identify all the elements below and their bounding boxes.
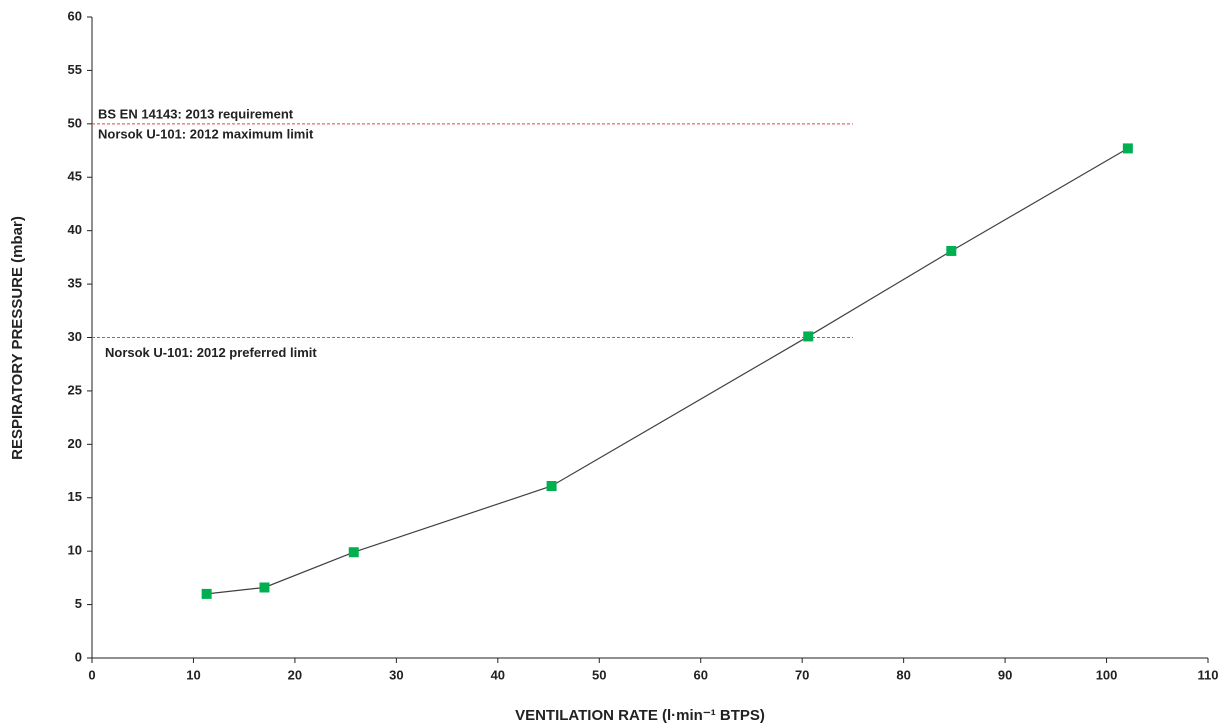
y-tick-label: 50 bbox=[68, 115, 82, 130]
y-tick-label: 0 bbox=[75, 649, 82, 664]
reference-label: BS EN 14143: 2013 requirement bbox=[98, 106, 294, 121]
y-tick-label: 45 bbox=[68, 169, 82, 184]
x-tick-label: 40 bbox=[491, 667, 505, 682]
y-tick-label: 5 bbox=[75, 596, 82, 611]
y-tick-label: 55 bbox=[68, 62, 82, 77]
y-tick-label: 15 bbox=[68, 489, 82, 504]
x-tick-label: 10 bbox=[186, 667, 200, 682]
y-tick-label: 25 bbox=[68, 382, 82, 397]
x-tick-label: 90 bbox=[998, 667, 1012, 682]
x-tick-label: 60 bbox=[693, 667, 707, 682]
data-point bbox=[546, 480, 557, 491]
x-tick-label: 100 bbox=[1096, 667, 1118, 682]
x-tick-label: 110 bbox=[1198, 667, 1219, 682]
x-tick-label: 80 bbox=[896, 667, 910, 682]
data-point bbox=[259, 582, 270, 593]
data-point bbox=[201, 588, 212, 599]
y-tick-label: 30 bbox=[68, 329, 82, 344]
y-tick-label: 20 bbox=[68, 436, 82, 451]
y-tick-label: 35 bbox=[68, 276, 82, 291]
x-tick-label: 70 bbox=[795, 667, 809, 682]
x-tick-label: 30 bbox=[389, 667, 403, 682]
x-tick-label: 50 bbox=[592, 667, 606, 682]
data-point bbox=[946, 245, 957, 256]
x-axis-title: VENTILATION RATE (l·min⁻¹ BTPS) bbox=[515, 707, 765, 724]
y-tick-label: 10 bbox=[68, 543, 82, 558]
reference-label: Norsok U-101: 2012 maximum limit bbox=[98, 126, 314, 141]
reference-label: Norsok U-101: 2012 preferred limit bbox=[105, 345, 317, 360]
series-line bbox=[206, 147, 1129, 595]
data-point bbox=[803, 331, 814, 342]
x-tick-label: 0 bbox=[88, 667, 95, 682]
y-tick-label: 60 bbox=[68, 8, 82, 23]
x-tick-label: 20 bbox=[288, 667, 302, 682]
y-axis-title: RESPIRATORY PRESSURE (mbar) bbox=[9, 216, 26, 460]
y-tick-label: 40 bbox=[68, 222, 82, 237]
data-point bbox=[348, 547, 359, 558]
data-point bbox=[1122, 143, 1133, 154]
